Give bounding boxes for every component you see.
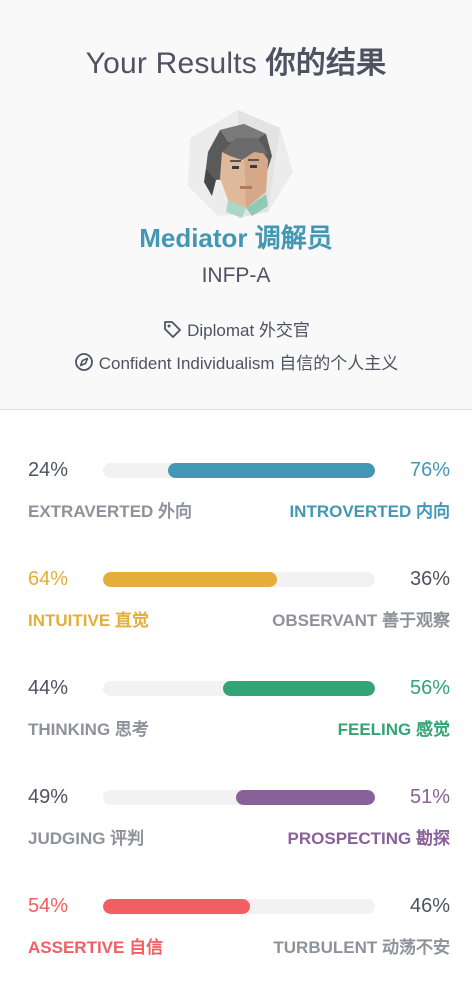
trait-bar: [103, 572, 375, 587]
compass-icon: [74, 352, 94, 372]
trait-bar-fill: [236, 790, 375, 805]
trait-bar-fill: [103, 572, 277, 587]
trait-row-identity: 54% 46% ASSERTIVE 自信 TURBULENT 动荡不安: [28, 893, 450, 973]
trait-bar: [103, 463, 375, 478]
personality-type-code: INFP-A: [0, 264, 472, 288]
trait-left-label: THINKING 思考: [28, 719, 149, 741]
trait-left-percent: 64%: [28, 566, 68, 592]
role-row: Diplomat 外交官: [0, 316, 472, 341]
page-title: Your Results 你的结果: [0, 38, 472, 82]
trait-right-label: OBSERVANT 善于观察: [272, 610, 450, 632]
trait-right-label: TURBULENT 动荡不安: [273, 937, 450, 959]
page-title-en: Your Results: [86, 47, 257, 80]
trait-left-label: ASSERTIVE 自信: [28, 937, 163, 959]
role-label: Diplomat 外交官: [187, 316, 310, 341]
trait-row-mind: 24% 76% EXTRAVERTED 外向 INTROVERTED 内向: [28, 457, 450, 537]
trait-left-percent: 54%: [28, 893, 68, 919]
trait-right-percent: 56%: [410, 675, 450, 701]
trait-bar: [103, 681, 375, 696]
trait-right-percent: 36%: [410, 566, 450, 592]
trait-right-percent: 46%: [410, 893, 450, 919]
trait-row-nature: 44% 56% THINKING 思考 FEELING 感觉: [28, 675, 450, 755]
trait-left-percent: 44%: [28, 675, 68, 701]
trait-right-label: PROSPECTING 勘探: [288, 828, 450, 850]
trait-bar-fill: [223, 681, 375, 696]
trait-bar-fill: [103, 899, 250, 914]
trait-right-percent: 76%: [410, 457, 450, 483]
strategy-row: Confident Individualism 自信的个人主义: [0, 349, 472, 374]
personality-type-name: Mediator 调解员: [0, 218, 472, 255]
trait-left-label: EXTRAVERTED 外向: [28, 501, 192, 523]
mediator-avatar-icon: [182, 108, 295, 221]
strategy-label: Confident Individualism 自信的个人主义: [99, 349, 398, 374]
trait-left-label: INTUITIVE 直觉: [28, 610, 149, 632]
trait-right-label: INTROVERTED 内向: [289, 501, 450, 523]
trait-right-label: FEELING 感觉: [338, 719, 450, 741]
trait-left-percent: 49%: [28, 784, 68, 810]
trait-row-energy: 64% 36% INTUITIVE 直觉 OBSERVANT 善于观察: [28, 566, 450, 646]
trait-row-tactics: 49% 51% JUDGING 评判 PROSPECTING 勘探: [28, 784, 450, 864]
trait-bar: [103, 790, 375, 805]
tag-icon: [162, 319, 182, 339]
trait-right-percent: 51%: [410, 784, 450, 810]
page-title-zh: 你的结果: [266, 47, 387, 80]
results-header: Your Results 你的结果 Mediator 调解员 INFP-A Di…: [0, 0, 472, 410]
trait-left-label: JUDGING 评判: [28, 828, 144, 850]
trait-left-percent: 24%: [28, 457, 68, 483]
trait-bar: [103, 899, 375, 914]
trait-bar-fill: [168, 463, 375, 478]
